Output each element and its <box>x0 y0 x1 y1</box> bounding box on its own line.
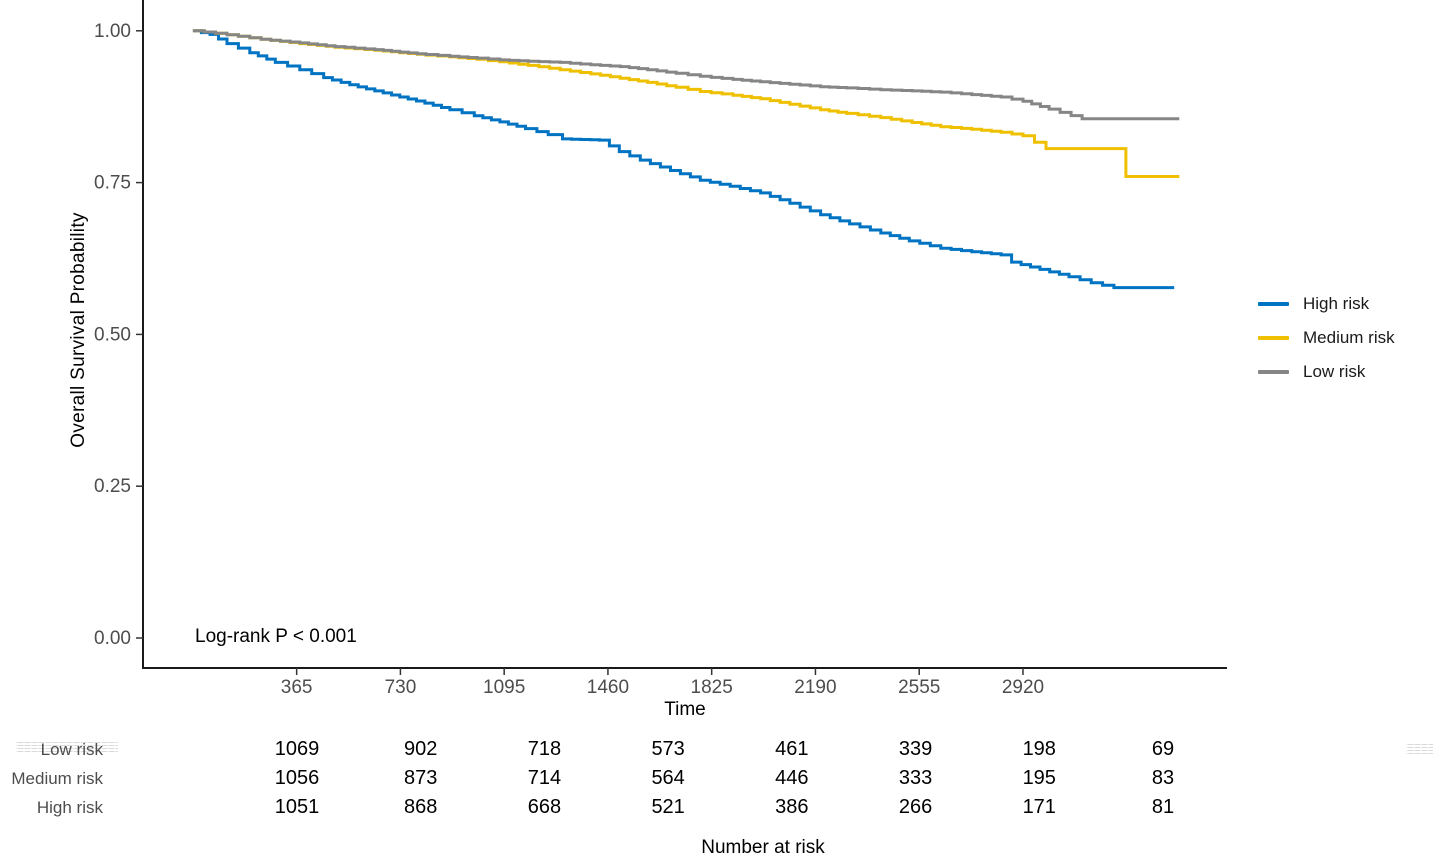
x-tick-label: 1825 <box>691 677 733 698</box>
x-tick-label: 730 <box>385 677 417 698</box>
x-tick-label: 365 <box>281 677 313 698</box>
km-curve-low-risk <box>192 29 1180 121</box>
axis-ticks: 365 730 1095 1460 1825 2190 2555 2920 1.00 0.75 0.… <box>94 21 1044 698</box>
legend-item-high-risk: High risk <box>1258 287 1395 321</box>
legend-item-low-risk: Low risk <box>1258 355 1395 389</box>
y-tick-label: 1.00 <box>94 21 131 42</box>
km-curves <box>192 29 1180 290</box>
x-tick-label: 2920 <box>1002 677 1044 698</box>
y-axis-title: Overall Survival Probability <box>68 212 89 448</box>
legend-label: Medium risk <box>1303 328 1395 347</box>
x-tick-label: 1460 <box>587 677 629 698</box>
y-tick-label: 0.00 <box>94 628 131 649</box>
legend-label: Low risk <box>1303 362 1366 381</box>
y-tick-label: 0.50 <box>94 324 131 345</box>
legend-swatch <box>1258 301 1289 307</box>
legend: High risk Medium risk Low risk <box>1258 287 1395 389</box>
render-artifact-right <box>1406 744 1433 756</box>
legend-swatch <box>1258 335 1289 341</box>
x-tick-label: 1095 <box>483 677 525 698</box>
legend-swatch <box>1258 369 1289 375</box>
km-curve-high-risk <box>192 29 1175 290</box>
legend-label: High risk <box>1303 294 1370 313</box>
render-artifact-left <box>16 742 118 754</box>
log-rank-annotation: Log-rank P < 0.001 <box>195 626 357 647</box>
legend-item-medium-risk: Medium risk <box>1258 321 1395 355</box>
x-tick-label: 2190 <box>794 677 836 698</box>
x-tick-label: 2555 <box>898 677 940 698</box>
y-tick-label: 0.25 <box>94 476 131 497</box>
x-axis-title: Time <box>664 699 706 720</box>
risk-table-title: Number at risk <box>701 837 825 858</box>
y-tick-label: 0.75 <box>94 173 131 194</box>
